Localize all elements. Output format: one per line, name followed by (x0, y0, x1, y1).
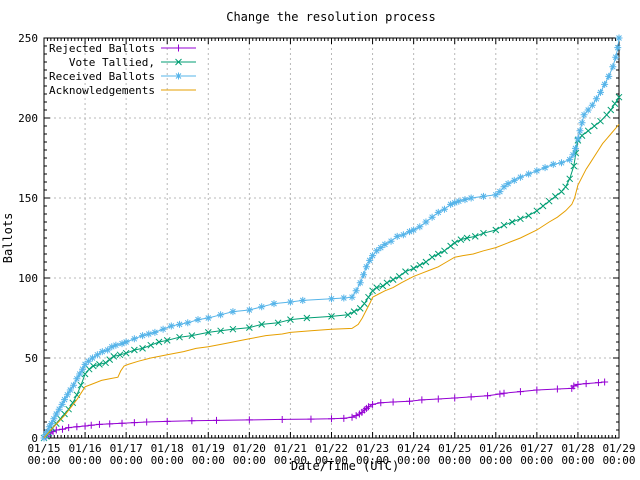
plot-border (43, 37, 620, 439)
x-tick-label-time: 00:00 (602, 454, 635, 467)
series-line-acknowledgements (43, 124, 620, 439)
legend-item-acknowledgements: Acknowledgements (49, 84, 196, 97)
x-tick-label-date: 01/24 (397, 442, 430, 455)
x-tick-label-time: 00:00 (192, 454, 225, 467)
legend-label: Vote Tallied, (69, 56, 155, 69)
x-tick-label-time: 00:00 (110, 454, 143, 467)
x-tick-label-time: 00:00 (356, 454, 389, 467)
series-layer (40, 34, 623, 442)
y-tick-label: 200 (18, 112, 38, 125)
x-tick-label-time: 00:00 (479, 454, 512, 467)
chart-title: Change the resolution process (226, 10, 436, 24)
legend-label: Acknowledgements (49, 84, 155, 97)
x-tick-label-date: 01/28 (561, 442, 594, 455)
y-tick-label: 50 (25, 352, 38, 365)
legend-marker-icon (175, 58, 182, 66)
x-tick-label-date: 01/23 (356, 442, 389, 455)
x-tick-label-time: 00:00 (397, 454, 430, 467)
tick-label-layer: 05010015020025001/1500:0001/1600:0001/17… (18, 32, 635, 467)
x-tick-label-date: 01/25 (438, 442, 471, 455)
x-tick-label-time: 00:00 (561, 454, 594, 467)
x-tick-label-time: 00:00 (274, 454, 307, 467)
x-tick-label-time: 00:00 (151, 454, 184, 467)
x-tick-label-date: 01/26 (479, 442, 512, 455)
x-tick-label-date: 01/27 (520, 442, 553, 455)
y-tick-label: 150 (18, 192, 38, 205)
legend-item-received-ballots: Received Ballots (49, 70, 196, 83)
x-axis-label: Date/Time (UTC) (291, 459, 399, 473)
x-tick-label-time: 00:00 (27, 454, 60, 467)
y-tick-label: 0 (31, 432, 38, 445)
x-tick-label-date: 01/21 (274, 442, 307, 455)
y-tick-label: 100 (18, 272, 38, 285)
x-tick-label-date: 01/17 (110, 442, 143, 455)
legend-item-vote-tallied: Vote Tallied, (69, 56, 196, 69)
x-tick-label-date: 01/15 (27, 442, 60, 455)
y-tick-label: 250 (18, 32, 38, 45)
x-tick-label-time: 00:00 (315, 454, 348, 467)
x-tick-label-date: 01/22 (315, 442, 348, 455)
grid-layer (44, 38, 619, 438)
x-tick-label-time: 00:00 (69, 454, 102, 467)
x-tick-label-time: 00:00 (520, 454, 553, 467)
x-tick-label-date: 01/20 (233, 442, 266, 455)
x-tick-label-date: 01/16 (69, 442, 102, 455)
series-acknowledgements (43, 124, 620, 439)
x-tick-label-date: 01/29 (602, 442, 635, 455)
legend-label: Rejected Ballots (49, 42, 155, 55)
x-tick-label-date: 01/18 (151, 442, 184, 455)
x-tick-label-time: 00:00 (438, 454, 471, 467)
x-tick-label-date: 01/19 (192, 442, 225, 455)
legend-marker-icon (175, 72, 182, 80)
legend-item-rejected-ballots: Rejected Ballots (49, 42, 196, 55)
legend-marker-icon (175, 44, 182, 52)
y-axis-label: Ballots (1, 213, 15, 264)
legend-label: Received Ballots (49, 70, 155, 83)
x-tick-label-time: 00:00 (233, 454, 266, 467)
